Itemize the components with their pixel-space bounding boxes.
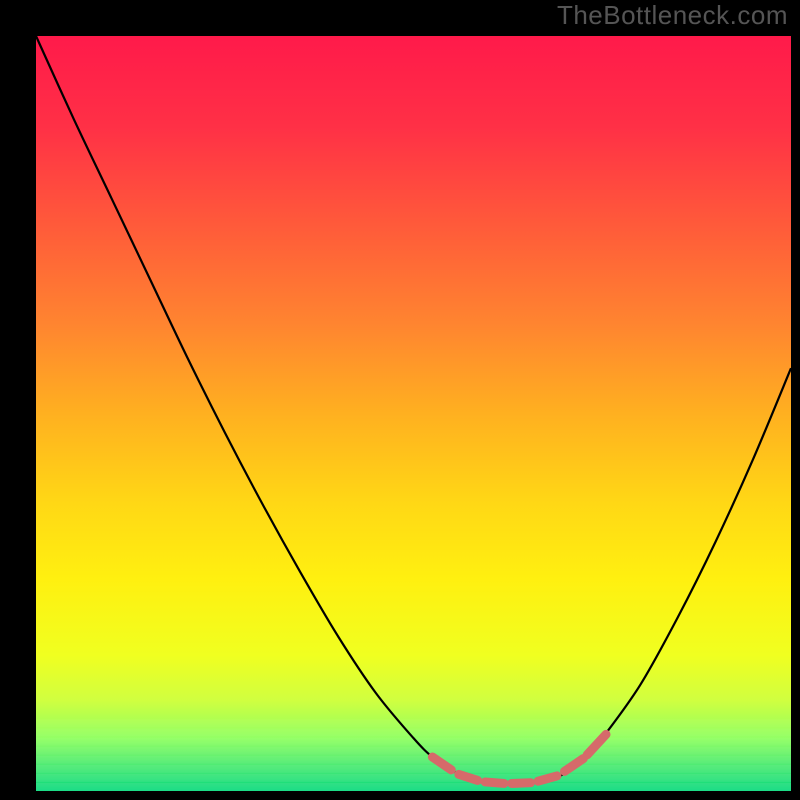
optimal-dash (512, 783, 531, 784)
banding-stripe (36, 783, 791, 791)
optimal-dash (538, 776, 557, 781)
watermark-text: TheBottleneck.com (557, 0, 788, 31)
banding-stripe (36, 719, 791, 727)
optimal-dash (459, 774, 478, 780)
banding-stripe (36, 774, 791, 782)
banding-stripe (36, 765, 791, 773)
banding-stripe (36, 756, 791, 764)
banding-stripe (36, 747, 791, 755)
optimal-dash (485, 782, 504, 784)
banding-stripe (36, 728, 791, 736)
bottleneck-chart (0, 0, 800, 800)
plot-background (36, 36, 791, 791)
chart-container: TheBottleneck.com (0, 0, 800, 800)
